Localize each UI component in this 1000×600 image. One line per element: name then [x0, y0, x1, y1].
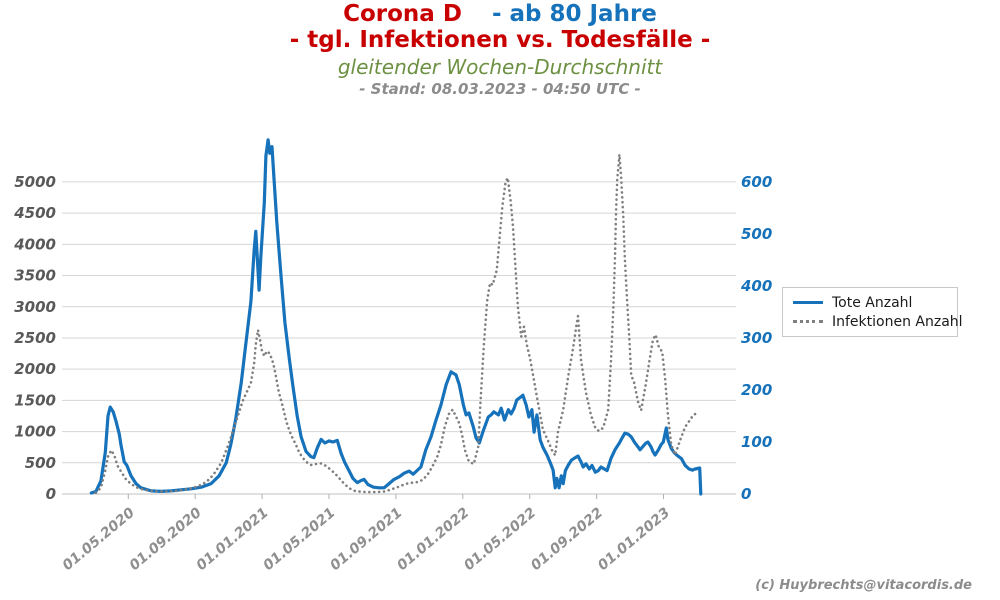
- x-tick-label: 01.05.2022: [461, 505, 539, 574]
- y-right-tick-label: 500: [741, 225, 772, 243]
- y-left-tick-label: 4500: [13, 204, 56, 222]
- y-right-tick-label: 100: [741, 433, 772, 451]
- legend-label-infektionen: Infektionen Anzahl: [832, 313, 963, 330]
- x-tick-label: 01.01.2021: [194, 505, 272, 574]
- legend-swatch-dotted-line: [793, 320, 823, 323]
- legend-item-infektionen: Infektionen Anzahl: [793, 312, 963, 331]
- title-main: Corona D: [343, 1, 462, 27]
- y-left-tick-label: 2000: [14, 360, 56, 378]
- y-right-tick-label: 400: [740, 277, 772, 295]
- legend-swatch-solid-line: [793, 301, 823, 304]
- x-tick-label: 01.01.2023: [595, 505, 673, 574]
- y-left-tick-label: 3500: [14, 267, 56, 285]
- x-tick-label: 01.05.2021: [260, 505, 338, 574]
- y-right-tick-label: 600: [741, 173, 772, 191]
- y-left-tick-label: 500: [25, 454, 56, 472]
- y-left-tick-label: 0: [46, 485, 56, 503]
- copyright-text: (c) Huybrechts@vitacordis.de: [755, 578, 972, 593]
- series-line-infektionen: [94, 153, 700, 495]
- y-left-tick-label: 1500: [14, 391, 56, 409]
- title-line-2: - tgl. Infektionen vs. Todesfälle -: [289, 26, 711, 53]
- x-tick-label: 01.09.2022: [528, 505, 606, 574]
- title-age-group: - ab 80 Jahre: [491, 1, 657, 27]
- title-line-1: Corona D - ab 80 Jahre: [0, 1, 1000, 28]
- y-left-tick-label: 2500: [14, 329, 56, 347]
- y-left-tick-label: 3000: [14, 298, 56, 316]
- x-tick-label: 01.01.2022: [394, 505, 472, 574]
- x-tick-label: 01.09.2021: [327, 505, 405, 574]
- series-line-tote: [89, 138, 703, 496]
- subtitle: gleitender Wochen-Durchschnitt: [337, 54, 663, 79]
- y-right-tick-label: 300: [741, 329, 772, 347]
- legend-box: Tote Anzahl Infektionen Anzahl: [782, 287, 963, 337]
- chart-header: Corona D - ab 80 Jahre - tgl. Infektionen…: [0, 1, 1000, 98]
- y-left-tick-label: 5000: [14, 173, 56, 191]
- y-left-tick-label: 4000: [13, 235, 56, 253]
- y-right-tick-label: 200: [741, 381, 772, 399]
- legend-item-tote: Tote Anzahl: [793, 293, 947, 312]
- x-tick-label: 01.05.2020: [60, 505, 138, 574]
- stand-timestamp: - Stand: 08.03.2023 - 04:50 UTC -: [359, 79, 641, 98]
- legend-label-tote: Tote Anzahl: [832, 294, 913, 311]
- y-left-tick-label: 1000: [14, 423, 56, 441]
- x-tick-label: 01.09.2020: [127, 505, 205, 574]
- y-right-tick-label: 0: [741, 485, 751, 503]
